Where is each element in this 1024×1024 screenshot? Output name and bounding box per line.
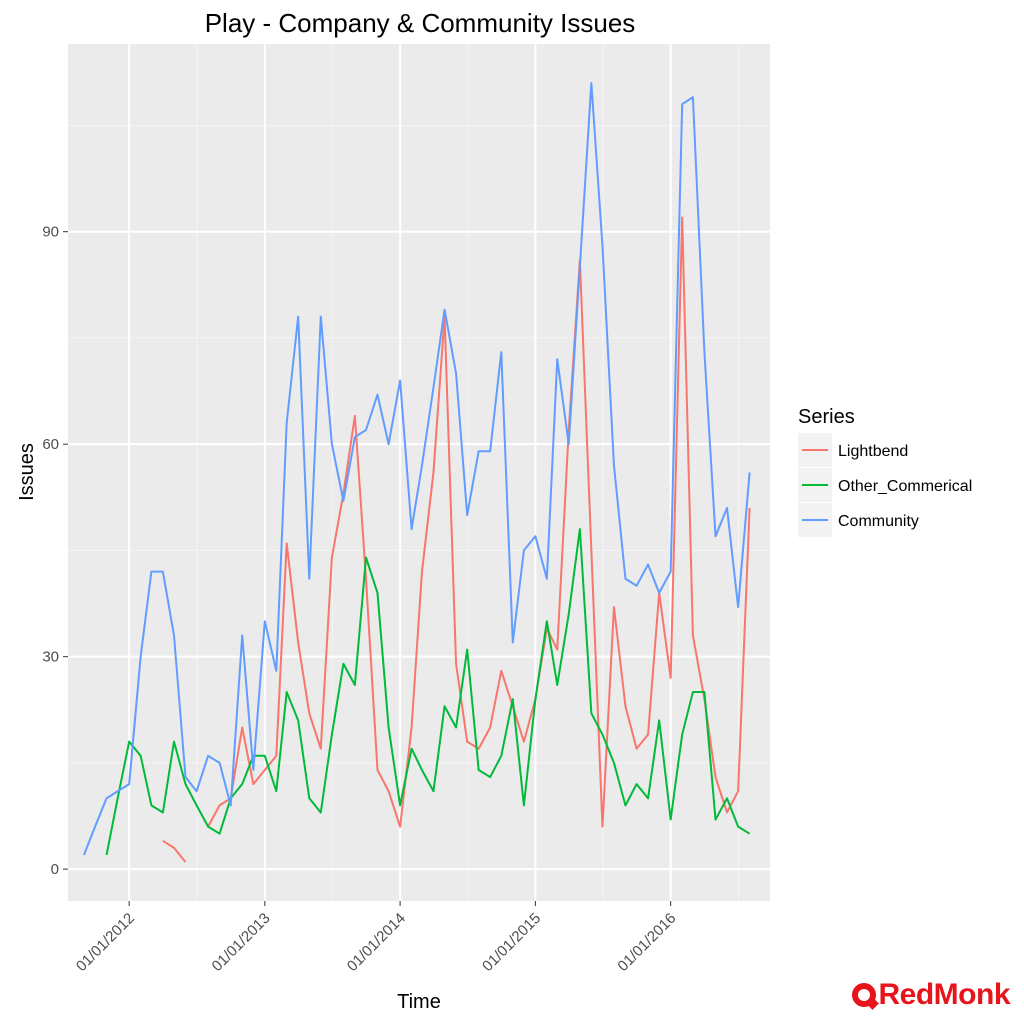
x-tick-label: 01/01/2014 [344, 910, 409, 975]
legend-label: Lightbend [838, 443, 908, 460]
y-tick-label: 0 [51, 861, 59, 878]
x-tick-label: 01/01/2016 [614, 910, 679, 975]
y-axis-title: Issues [16, 443, 38, 501]
x-tick-label: 01/01/2015 [479, 910, 544, 975]
legend: Series Lightbend Other_Commerical Communit… [798, 406, 972, 537]
x-tick-label: 01/01/2013 [209, 910, 274, 975]
chart-title: Play - Company & Community Issues [205, 8, 636, 38]
y-tick-label: 30 [42, 649, 59, 666]
redmonk-logo: RedMonk [851, 978, 1011, 1012]
series-line-community [83, 81, 751, 856]
y-tick-label: 90 [42, 224, 59, 241]
x-axis: 01/01/2012 01/01/2013 01/01/2014 01/01/2015… [73, 901, 679, 975]
y-axis: 0 30 60 90 [42, 224, 68, 878]
series-lines [83, 81, 751, 863]
legend-title: Series [798, 406, 855, 428]
series-line-other-commerical [105, 528, 751, 856]
redmonk-logo-text: RedMonk [878, 978, 1011, 1011]
redmonk-logo-icon [851, 983, 876, 1007]
y-tick-label: 60 [42, 436, 59, 453]
series-line-lightbend [162, 839, 187, 863]
x-tick-label: 01/01/2012 [73, 910, 138, 975]
legend-label: Other_Commerical [838, 478, 972, 495]
legend-label: Community [838, 513, 919, 530]
x-axis-title: Time [397, 991, 441, 1013]
